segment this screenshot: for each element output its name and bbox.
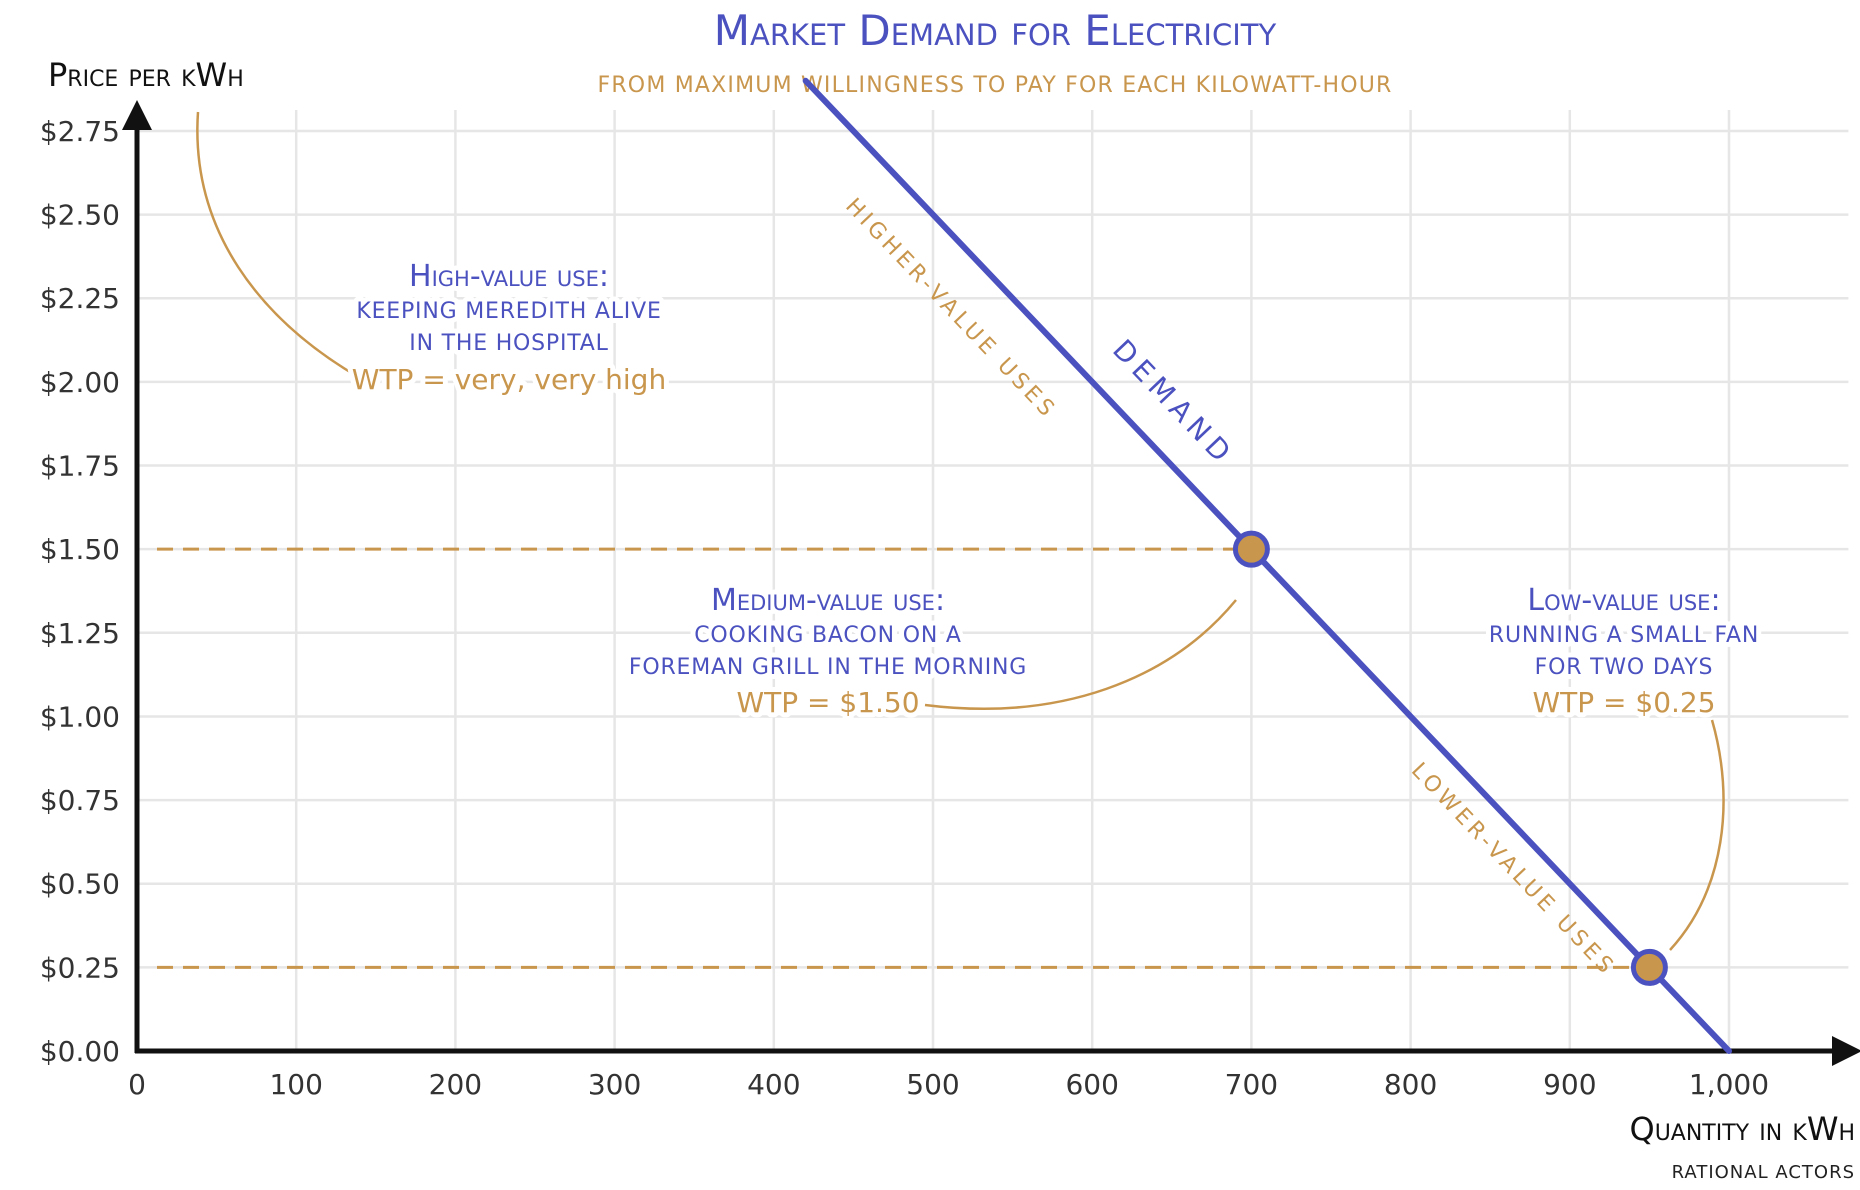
low-value-wtp: WTP = $0.25	[1532, 686, 1715, 719]
x-tick-label-4: 400	[747, 1068, 800, 1101]
highlight-point-1	[1630, 948, 1668, 986]
high-value-wtp: WTP = very, very high	[352, 363, 666, 396]
y-axis-ticks: $0.00 $0.25 $0.50 $0.75 $1.00 $1.25 $1.50 $1.75…	[40, 115, 120, 1068]
x-tick-label-2: 200	[429, 1068, 482, 1101]
x-tick-label-8: 800	[1384, 1068, 1437, 1101]
low-value-annotation: Low-value use: running a small fan for t…	[1484, 578, 1763, 724]
source-credit: rational actors	[1672, 1162, 1855, 1183]
reference-lines	[157, 547, 1650, 969]
x-axis-ticks: 0 100 200 300 400 500 600 700 800 900 1,000	[128, 1068, 1769, 1101]
y-axis-label: Price per kWh	[48, 56, 244, 94]
demand-series-label: Demand	[1106, 333, 1241, 472]
higher-value-uses-label: higher-value uses	[840, 194, 1061, 424]
series-layer	[802, 77, 1732, 1054]
medium-value-heading: Medium-value use:	[711, 583, 945, 618]
x-tick-label-1: 100	[269, 1068, 322, 1101]
medium-value-leader	[924, 599, 1237, 710]
y-tick-label-11: $2.75	[40, 115, 120, 148]
x-tick-label-9: 900	[1543, 1068, 1596, 1101]
y-tick-label-1: $0.25	[40, 951, 120, 984]
lower-value-uses-label: lower-value uses	[1406, 758, 1620, 981]
y-tick-label-8: $2.00	[40, 366, 120, 399]
x-axis-label: Quantity in kWh	[1630, 1110, 1856, 1148]
high-value-line-2: in the hospital	[409, 331, 608, 356]
x-tick-label-10: 1,000	[1689, 1068, 1769, 1101]
medium-value-line-1: cooking bacon on a	[694, 623, 962, 648]
chart-title: Market Demand for Electricity	[714, 6, 1277, 55]
high-value-annotation: High-value use: keeping Meredith alive i…	[347, 254, 671, 401]
y-tick-label-5: $1.25	[40, 617, 120, 650]
low-value-line-1: running a small fan	[1489, 623, 1759, 648]
x-tick-label-0: 0	[128, 1068, 146, 1101]
y-tick-label-7: $1.75	[40, 450, 120, 483]
medium-value-line-2: Foreman grill in the morning	[629, 655, 1027, 680]
x-tick-label-3: 300	[588, 1068, 641, 1101]
high-value-line-1: keeping Meredith alive	[356, 299, 661, 324]
medium-value-wtp: WTP = $1.50	[736, 686, 919, 719]
high-value-heading: High-value use:	[409, 259, 609, 294]
y-tick-label-0: $0.00	[40, 1035, 120, 1068]
chart-subtitle: from maximum willingness to pay for each…	[597, 73, 1392, 98]
highlight-point-0	[1232, 530, 1270, 568]
y-tick-label-10: $2.50	[40, 199, 120, 232]
y-tick-label-6: $1.50	[40, 533, 120, 566]
y-tick-label-2: $0.50	[40, 868, 120, 901]
medium-value-annotation: Medium-value use: cooking bacon on a For…	[624, 578, 1031, 724]
y-tick-label-3: $0.75	[40, 784, 120, 817]
high-value-leader	[196, 111, 361, 380]
x-tick-label-5: 500	[906, 1068, 959, 1101]
low-value-leader	[1669, 719, 1725, 951]
y-tick-label-9: $2.25	[40, 282, 120, 315]
y-tick-label-4: $1.00	[40, 700, 120, 733]
demand-line-0	[802, 77, 1732, 1054]
highlight-points	[1232, 530, 1668, 986]
low-value-heading: Low-value use:	[1527, 583, 1720, 618]
x-tick-label-7: 700	[1225, 1068, 1278, 1101]
x-tick-label-6: 600	[1065, 1068, 1118, 1101]
low-value-line-2: for two days	[1535, 655, 1714, 680]
